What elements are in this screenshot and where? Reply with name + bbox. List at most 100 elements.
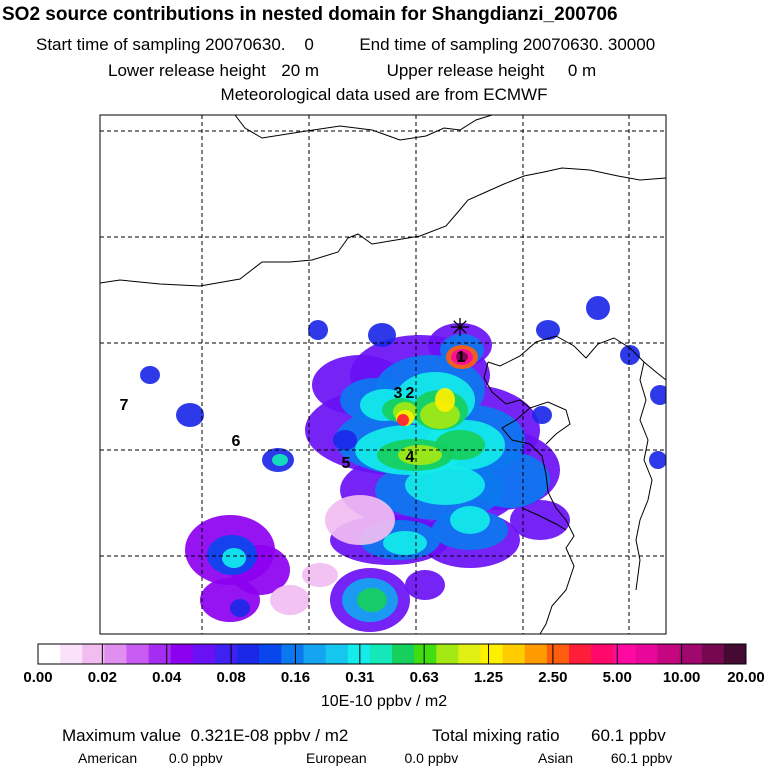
source-label: 3 <box>394 385 403 402</box>
concentration-cell <box>140 366 160 384</box>
total-value: 60.1 ppbv <box>591 726 666 745</box>
concentration-cell <box>456 352 468 362</box>
shandong-coast <box>529 401 571 445</box>
sampling-times: Start time of sampling 20070630. 0 End t… <box>36 35 655 55</box>
colorbar-swatch <box>303 644 327 664</box>
upper-label: Upper release height <box>386 61 545 80</box>
concentration-cell <box>435 388 455 412</box>
colorbar-swatch <box>701 644 725 664</box>
colorbar-swatch <box>635 644 658 664</box>
concentration-cell <box>176 403 204 427</box>
northern-border <box>234 115 493 141</box>
colorbar-swatch <box>392 644 415 664</box>
concentration-cell <box>222 548 246 568</box>
source-label: 2 <box>406 385 415 402</box>
concentration-cell <box>470 452 550 508</box>
concentration-cell <box>325 495 395 545</box>
region-label: American <box>78 750 138 766</box>
concentration-cell <box>383 531 427 555</box>
colorbar-tick-label: 0.16 <box>280 669 311 686</box>
concentration-cell <box>586 296 610 320</box>
colorbar-swatch <box>148 644 172 664</box>
concentration-cell <box>368 323 396 347</box>
colorbar-swatch <box>524 644 548 664</box>
max-value: 0.321E-08 ppbv / m2 <box>190 726 349 745</box>
region-label: Asian <box>538 750 574 766</box>
release-heights: Lower release height 20 m Upper release … <box>108 61 596 81</box>
start-value: 20070630. 0 <box>205 35 314 54</box>
region-label: European <box>306 750 367 766</box>
lower-value: 20 m <box>281 61 320 80</box>
source-label: 6 <box>232 433 241 450</box>
colorbar-swatch <box>369 644 393 664</box>
concentration-cell <box>405 570 445 600</box>
colorbar-swatch <box>82 644 105 664</box>
concentration-cell <box>333 430 357 450</box>
region-value: 0.0 ppbv <box>404 750 459 766</box>
river-line <box>521 507 567 531</box>
colorbar-swatch <box>60 644 83 664</box>
concentration-cell <box>302 563 338 587</box>
colorbar-swatch <box>414 644 437 664</box>
source-label: 5 <box>342 455 351 472</box>
coastline <box>100 167 666 287</box>
region-european: European 0.0 ppbv <box>306 750 458 766</box>
map-frame <box>99 114 667 635</box>
colorbar-tick-label: 0.08 <box>216 669 246 686</box>
upper-value: 0 m <box>567 61 597 80</box>
max-label: Maximum value <box>62 726 182 745</box>
chart-title: SO2 source contributions in nested domai… <box>2 4 618 25</box>
lower-label: Lower release height <box>108 61 266 80</box>
gridlines <box>100 115 666 634</box>
colorbar-swatch <box>104 644 127 664</box>
colorbar-swatch <box>347 644 371 664</box>
concentration-cell <box>536 320 560 340</box>
colorbar-swatch <box>192 644 216 664</box>
receptor-star <box>453 320 467 334</box>
concentration-cell <box>397 414 409 426</box>
region-american: American 0.0 ppbv <box>78 750 223 766</box>
colorbar-swatch <box>458 644 481 664</box>
colorbar-swatch <box>170 644 194 664</box>
colorbar-swatch <box>591 644 614 664</box>
concentration-cell <box>308 320 328 340</box>
concentration-cell <box>405 465 485 505</box>
colorbar-tick-label: 20.00 <box>727 669 765 686</box>
colorbar-swatch <box>237 644 260 664</box>
concentration-cell <box>649 451 666 469</box>
colorbar-swatch <box>569 644 592 664</box>
korea-west-coast <box>635 361 653 591</box>
colorbar-tick-label: 0.31 <box>345 669 375 686</box>
concentration-cell <box>450 506 490 534</box>
colorbar-swatch <box>679 644 703 664</box>
concentration-cell <box>510 500 570 540</box>
colorbar-tick-label: 0.02 <box>87 669 117 686</box>
concentration-cell <box>532 406 552 424</box>
colorbar-swatch <box>613 644 636 664</box>
source-label: 4 <box>406 449 415 466</box>
colorbar-swatch <box>281 644 304 664</box>
colorbar-tick-label: 2.50 <box>538 669 568 686</box>
met-data-line: Meteorological data used are from ECMWF <box>220 85 548 104</box>
region-value: 0.0 ppbv <box>168 750 223 766</box>
colorbar-tick-label: 10.00 <box>662 669 701 686</box>
concentration-cell <box>270 585 310 615</box>
colorbar-swatch <box>126 644 150 664</box>
concentration-cell <box>272 454 288 466</box>
concentration-cell <box>230 599 250 617</box>
region-asian: Asian 60.1 ppbv <box>538 750 672 766</box>
bohai-coast <box>483 361 575 634</box>
colorbar-swatch <box>546 644 570 664</box>
colorbar-swatch <box>657 644 681 664</box>
colorbar <box>37 643 747 665</box>
colorbar-swatch <box>325 644 349 664</box>
concentration-cell <box>435 430 485 460</box>
colorbar-swatch <box>723 644 747 664</box>
end-label: End time of sampling <box>359 35 519 54</box>
concentration-cell <box>620 345 640 365</box>
colorbar-swatch <box>436 644 459 664</box>
total-label: Total mixing ratio <box>432 726 560 745</box>
source-label: 7 <box>120 397 129 414</box>
